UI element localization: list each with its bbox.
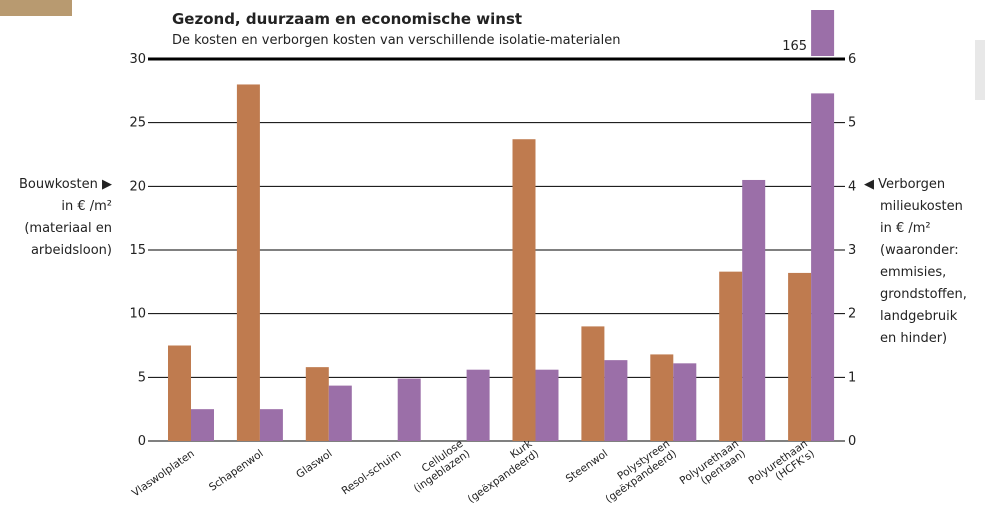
x-tick-label: Schapenwol bbox=[207, 448, 266, 494]
y-tick-label: 10 bbox=[129, 307, 146, 322]
y-axis-label: arbeidsloon) bbox=[31, 243, 112, 258]
bar bbox=[673, 363, 696, 441]
y2-tick-label: 6 bbox=[848, 52, 856, 67]
y2-tick-label: 3 bbox=[848, 243, 856, 258]
photo-fragment bbox=[0, 0, 72, 16]
bar bbox=[719, 272, 742, 441]
bar bbox=[168, 346, 191, 442]
chart-title: Gezond, duurzaam en economische winst bbox=[172, 10, 522, 28]
y2-axis-label: en hinder) bbox=[880, 331, 947, 346]
y2-tick-label: 4 bbox=[848, 179, 856, 194]
bar bbox=[467, 370, 490, 441]
chart: Gezond, duurzaam en economische winst De… bbox=[0, 0, 985, 522]
bar bbox=[536, 370, 559, 441]
x-tick-label-group: Polyurethaan(HCFK's) bbox=[747, 438, 817, 497]
y-axis-label: Bouwkosten ▶ bbox=[19, 177, 112, 192]
bar bbox=[237, 84, 260, 441]
y2-tick-label: 0 bbox=[848, 434, 856, 449]
bar bbox=[581, 326, 604, 441]
y2-axis-label: ◀ Verborgen bbox=[864, 177, 945, 192]
x-tick-label: Glaswol bbox=[294, 448, 334, 481]
x-tick-label: Resol-schuim bbox=[340, 448, 404, 498]
y2-axis-label: grondstoffen, bbox=[880, 287, 967, 302]
bar-value-label: 165 bbox=[782, 39, 807, 54]
bar bbox=[260, 409, 283, 441]
x-tick-label-group: Schapenwol bbox=[207, 448, 266, 494]
x-tick-label-group: Steenwol bbox=[564, 448, 610, 486]
x-tick-label-group: Polystyreen(geëxpandeerd) bbox=[596, 438, 679, 506]
edge-fragment bbox=[975, 40, 985, 100]
bar-overflow bbox=[811, 10, 834, 56]
x-tick-label: (geëxpandeerd) bbox=[466, 448, 542, 506]
bar bbox=[329, 386, 352, 441]
bar bbox=[811, 93, 834, 441]
bar bbox=[398, 379, 421, 441]
y-tick-label: 0 bbox=[138, 434, 146, 449]
y2-tick-label: 2 bbox=[848, 307, 856, 322]
bar bbox=[742, 180, 765, 441]
y2-axis-label: in € /m² bbox=[880, 221, 931, 236]
y2-axis-label: emmisies, bbox=[880, 265, 946, 280]
bar bbox=[513, 139, 536, 441]
chart-subtitle: De kosten en verborgen kosten van versch… bbox=[172, 33, 621, 48]
x-tick-label-group: Glaswol bbox=[294, 448, 334, 481]
x-tick-label: Steenwol bbox=[564, 448, 610, 486]
bar bbox=[604, 360, 627, 441]
x-tick-label-group: Kurk(geëxpandeerd) bbox=[459, 437, 542, 505]
bar bbox=[191, 409, 214, 441]
x-tick-label-group: Vlaswolplaten bbox=[130, 448, 197, 500]
x-tick-label-group: Polyurethaan(pentaan) bbox=[678, 438, 748, 497]
y2-tick-label: 5 bbox=[848, 116, 856, 131]
bar bbox=[650, 354, 673, 441]
y-tick-label: 20 bbox=[129, 179, 146, 194]
x-tick-label-group: Resol-schuim bbox=[340, 448, 404, 498]
y2-axis-label: milieukosten bbox=[880, 199, 963, 214]
y-axis-label: in € /m² bbox=[61, 199, 112, 214]
y-axis-label: (materiaal en bbox=[24, 221, 112, 236]
y2-axis-label: (waaronder: bbox=[880, 243, 959, 258]
y2-axis-label: landgebruik bbox=[880, 309, 958, 324]
bar bbox=[788, 273, 811, 441]
x-tick-label: Vlaswolplaten bbox=[130, 448, 197, 500]
y-tick-label: 30 bbox=[129, 52, 146, 67]
y-tick-label: 5 bbox=[138, 370, 146, 385]
y-tick-label: 15 bbox=[129, 243, 146, 258]
bar bbox=[306, 367, 329, 441]
x-tick-label-group: Cellulose(ingeblazen) bbox=[405, 438, 472, 495]
y-tick-label: 25 bbox=[129, 116, 146, 131]
y2-tick-label: 1 bbox=[848, 370, 856, 385]
